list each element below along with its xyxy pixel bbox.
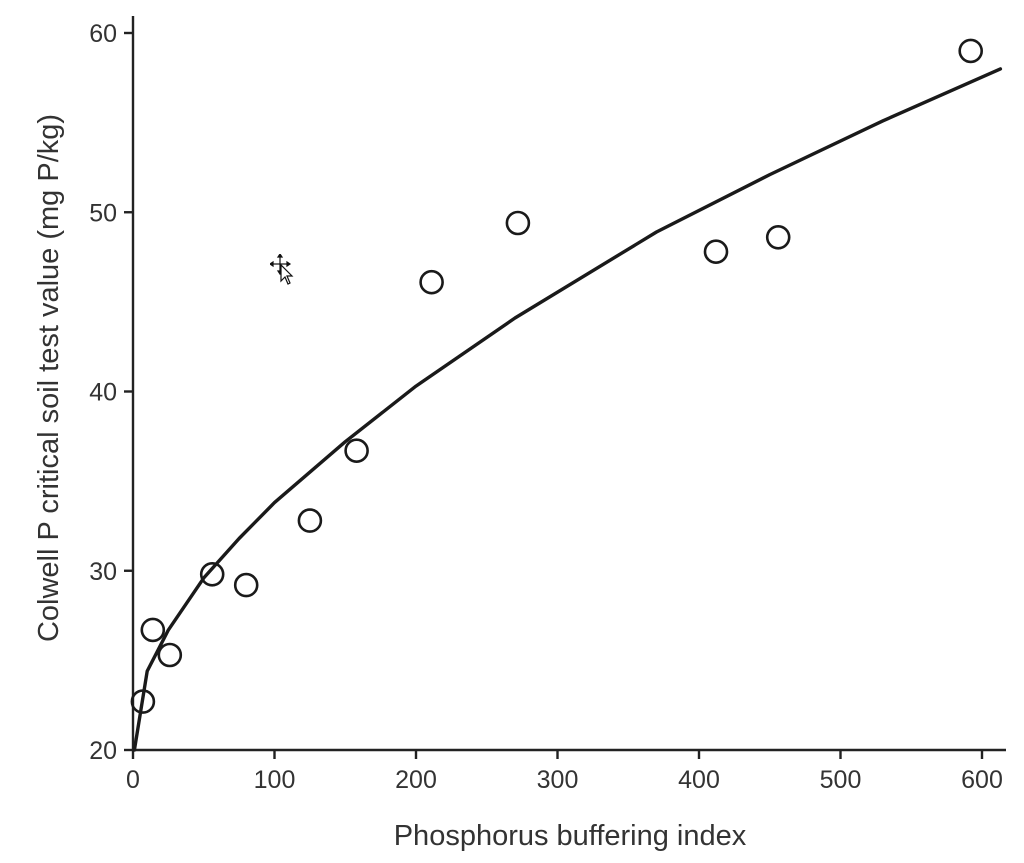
y-tick-label: 50: [89, 199, 117, 227]
x-axis-title: Phosphorus buffering index: [394, 820, 747, 852]
data-point: [199, 561, 225, 587]
data-point: [703, 239, 729, 264]
x-tick-label: 200: [395, 766, 437, 794]
fitted-curve: [132, 67, 1003, 752]
y-tick-label: 20: [89, 737, 117, 765]
data-point: [140, 617, 166, 643]
axes: 0 100 200 300 400 500 600 20 30 40 50 60: [89, 16, 1006, 794]
y-tick-label: 30: [89, 558, 117, 586]
x-tick-label: 600: [961, 766, 1003, 794]
data-points-layer: [130, 38, 984, 714]
data-point: [130, 689, 156, 714]
y-tick-label: 40: [89, 379, 117, 407]
y-axis-title: Colwell P critical soil test value (mg P…: [33, 114, 65, 642]
data-point: [765, 225, 791, 250]
data-point: [505, 210, 531, 236]
data-point: [157, 642, 183, 668]
data-point: [958, 38, 984, 64]
x-tick-label: 400: [678, 766, 720, 794]
x-tick-label: 300: [537, 766, 579, 794]
x-tick-label: 100: [254, 766, 296, 794]
x-tick-label: 0: [126, 766, 140, 794]
fitted-curve-layer: [132, 67, 1003, 752]
y-tick-label: 60: [89, 20, 117, 48]
data-point: [344, 438, 369, 464]
x-tick-label: 500: [820, 766, 862, 794]
data-point: [297, 508, 323, 533]
data-point: [233, 572, 259, 598]
move-cursor-icon: [270, 254, 294, 285]
data-point: [419, 269, 444, 295]
